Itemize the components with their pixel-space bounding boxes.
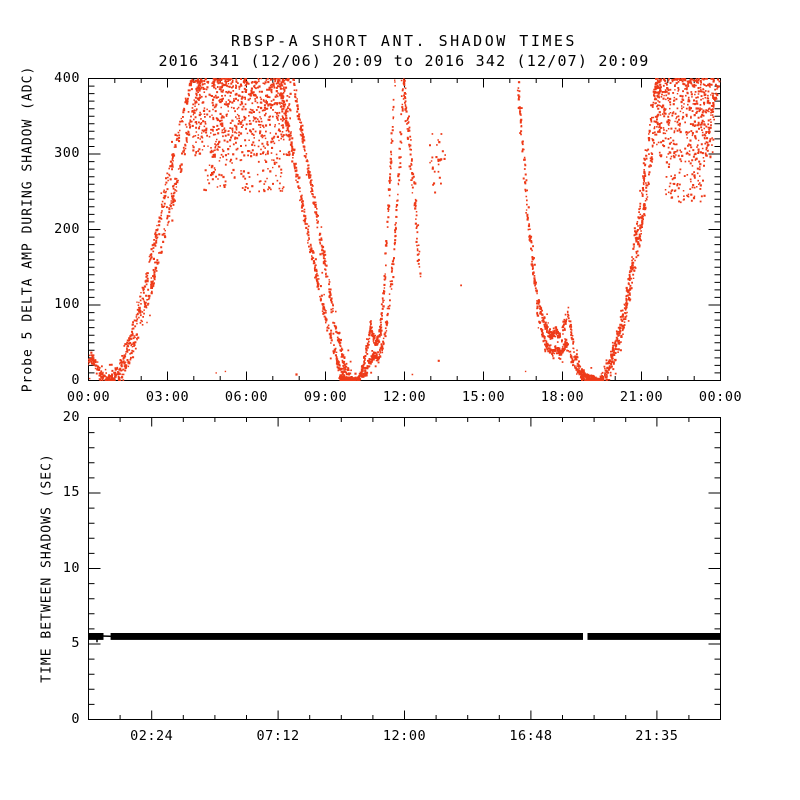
x-tick-label: 12:00	[382, 728, 427, 744]
y-tick-label: 100	[54, 296, 80, 312]
plot-frame	[88, 78, 721, 381]
x-tick-label: 07:12	[256, 728, 300, 744]
x-tick-label: 03:00	[145, 389, 190, 405]
x-tick-label: 02:24	[130, 728, 174, 744]
asterisk-points	[93, 634, 181, 643]
axis-ticks	[88, 417, 721, 720]
x-tick-label: 00:00	[698, 389, 743, 405]
y-tick-label: 300	[54, 145, 80, 161]
plot-frame	[88, 417, 721, 720]
x-tick-label: 09:00	[303, 389, 348, 405]
shadow-band-points	[587, 633, 721, 640]
red-scatter-points	[88, 78, 721, 381]
axis-ticks	[88, 78, 721, 381]
y-tick-label: 5	[71, 635, 80, 651]
x-tick-label: 21:35	[635, 728, 679, 744]
x-tick-label: 12:00	[382, 389, 427, 405]
chart-subtitle: 2016 341 (12/06) 20:09 to 2016 342 (12/0…	[158, 52, 650, 70]
top-panel-plot	[88, 78, 721, 381]
y-tick-label: 400	[54, 69, 80, 86]
x-tick-label: 16:48	[509, 728, 553, 744]
x-tick-label: 15:00	[461, 389, 506, 405]
x-tick-label: 06:00	[224, 389, 269, 405]
y-tick-label: 200	[54, 220, 80, 237]
bottom-panel-plot	[88, 417, 721, 720]
x-tick-label: 18:00	[540, 389, 585, 405]
y-tick-label: 20	[62, 408, 80, 425]
y-tick-label: 0	[71, 371, 80, 388]
chart-title: RBSP-A SHORT ANT. SHADOW TIMES	[231, 32, 577, 50]
shadow-band-points	[110, 633, 583, 640]
y-tick-label: 10	[62, 559, 80, 576]
x-tick-label: 21:00	[619, 389, 664, 405]
y-tick-label: 15	[62, 484, 80, 500]
x-tick-label: 00:00	[66, 389, 111, 405]
y-tick-label: 0	[71, 710, 80, 727]
